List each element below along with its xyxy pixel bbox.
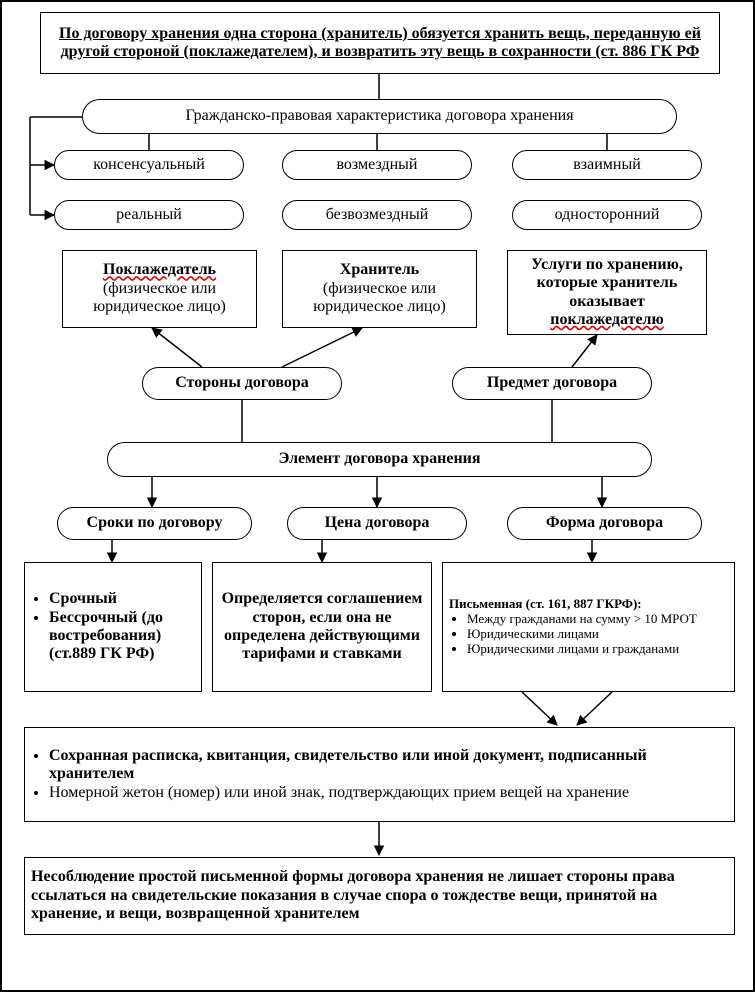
pill-forma: Форма договора bbox=[507, 507, 702, 540]
footer-box: Несоблюдение простой письменной формы до… bbox=[24, 857, 735, 935]
party-a-label: Поклажедатель bbox=[103, 261, 216, 278]
pill-bezvozmezdny: безвозмездный bbox=[282, 200, 472, 230]
form-list: Между гражданами на сумму > 10 МРОТ Юрид… bbox=[449, 612, 728, 657]
pill-label: Форма договора bbox=[546, 514, 663, 532]
footer-text: Несоблюдение простой письменной формы до… bbox=[31, 868, 728, 923]
docs-item: Номерной жетон (номер) или иной знак, по… bbox=[49, 784, 728, 802]
pill-label: Сроки по договору bbox=[87, 514, 223, 532]
pill-odnostoronny: односторонний bbox=[512, 200, 702, 230]
pill-label: реальный bbox=[116, 206, 182, 224]
party-b-label: Хранитель bbox=[340, 261, 419, 278]
terms-box: Срочный Бессрочный (до востребования) (с… bbox=[24, 562, 202, 692]
price-box: Определяется соглашением сторон, если он… bbox=[212, 562, 432, 692]
pill-label: консенсуальный bbox=[93, 156, 205, 174]
party-poklazhedatel-box: Поклажедатель (физическое или юридическо… bbox=[62, 250, 257, 328]
party-b-sub: (физическое или юридическое лицо) bbox=[313, 280, 446, 315]
sides-label: Стороны договора bbox=[175, 374, 309, 392]
legal-characteristic-pill: Гражданско-правовая характеристика догов… bbox=[82, 99, 677, 134]
pill-label: безвозмездный bbox=[326, 206, 429, 224]
form-item: Юридическими лицами bbox=[467, 627, 728, 642]
pill-label: односторонний bbox=[555, 206, 660, 224]
subject-pill-label: Предмет договора bbox=[487, 374, 617, 392]
pill-label: взаимный bbox=[573, 156, 641, 174]
pill-label: возмездный bbox=[336, 156, 417, 174]
element-label: Элемент договора хранения bbox=[278, 450, 480, 468]
terms-list: Срочный Бессрочный (до востребования) (с… bbox=[31, 590, 195, 664]
subject-pill: Предмет договора bbox=[452, 367, 652, 400]
pill-tsena: Цена договора bbox=[287, 507, 467, 540]
title-text: По договору хранения одна сторона (храни… bbox=[47, 25, 713, 62]
subject-services-box: Услуги по хранению, которые хранитель ок… bbox=[507, 250, 707, 335]
price-text: Определяется соглашением сторон, если он… bbox=[219, 590, 425, 664]
terms-item: Бессрочный (до востребования) (ст.889 ГК… bbox=[49, 609, 195, 664]
subject-label: Услуги по хранению, которые хранитель ок… bbox=[531, 256, 683, 310]
terms-item: Срочный bbox=[49, 590, 195, 608]
diagram-canvas: По договору хранения одна сторона (храни… bbox=[0, 0, 755, 992]
title-box: По договору хранения одна сторона (храни… bbox=[40, 12, 720, 74]
form-item: Юридическими лицами и гражданами bbox=[467, 642, 728, 657]
pill-realny: реальный bbox=[54, 200, 244, 230]
docs-box: Сохранная расписка, квитанция, свидетель… bbox=[24, 727, 735, 822]
pill-sroki: Сроки по договору bbox=[57, 507, 252, 540]
party-hranitel-box: Хранитель (физическое или юридическое ли… bbox=[282, 250, 477, 328]
form-item: Между гражданами на сумму > 10 МРОТ bbox=[467, 612, 728, 627]
party-a-sub: (физическое или юридическое лицо) bbox=[93, 280, 226, 315]
legal-text: Гражданско-правовая характеристика догов… bbox=[185, 107, 573, 125]
sides-pill: Стороны договора bbox=[142, 367, 342, 400]
form-box: Письменная (ст. 161, 887 ГКРФ): Между гр… bbox=[442, 562, 735, 692]
pill-vzaimny: взаимный bbox=[512, 150, 702, 180]
pill-vozmezdny: возмездный bbox=[282, 150, 472, 180]
pill-label: Цена договора bbox=[325, 514, 430, 532]
docs-list: Сохранная расписка, квитанция, свидетель… bbox=[31, 747, 728, 802]
subject-label-tail: поклажедателю bbox=[550, 311, 664, 328]
docs-item: Сохранная расписка, квитанция, свидетель… bbox=[49, 747, 728, 784]
pill-konsensualny: консенсуальный bbox=[54, 150, 244, 180]
element-pill: Элемент договора хранения bbox=[107, 442, 652, 477]
form-head: Письменная (ст. 161, 887 ГКРФ): bbox=[449, 596, 642, 611]
